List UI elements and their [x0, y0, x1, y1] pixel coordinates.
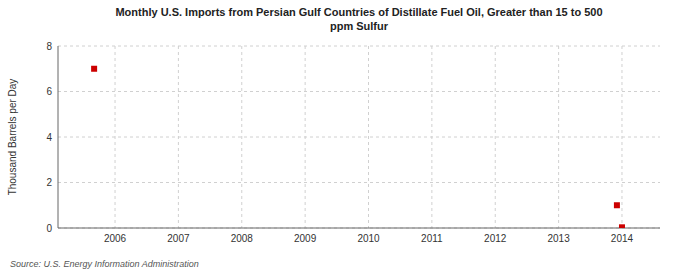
point: [91, 66, 97, 72]
y-grid-line: [58, 137, 660, 138]
x-tick-label: 2006: [104, 233, 127, 244]
point: [614, 202, 620, 208]
title: Monthly U.S. Imports from Persian Gulf C…: [115, 6, 602, 32]
x-tick-label: 2013: [547, 233, 570, 244]
x-tick-label: 2010: [357, 233, 380, 244]
y-tick-label: 8: [46, 41, 52, 52]
x-grid-line: [495, 46, 496, 228]
y-axis-label: Thousand Barrels per Day: [7, 79, 18, 196]
points: [91, 66, 625, 228]
chart-svg: Monthly U.S. Imports from Persian Gulf C…: [0, 0, 675, 275]
grid: [58, 46, 660, 228]
title-line: Monthly U.S. Imports from Persian Gulf C…: [115, 6, 602, 18]
point: [619, 224, 625, 228]
y-grid-line: [58, 46, 660, 47]
x-grid-line: [368, 46, 369, 228]
x-tick-label: 2012: [484, 233, 507, 244]
x-tick-label: 2008: [231, 233, 254, 244]
title-line: ppm Sulfur: [330, 20, 389, 32]
y-axis-line: [58, 46, 59, 228]
chart-container: Monthly U.S. Imports from Persian Gulf C…: [0, 0, 675, 275]
source-note: Source: U.S. Energy Information Administ…: [10, 259, 199, 269]
y-tick-label: 4: [46, 132, 52, 143]
y-tick-label: 6: [46, 86, 52, 97]
y-tick-label: 2: [46, 177, 52, 188]
y-grid-line: [58, 91, 660, 92]
x-tick-label: 2011: [421, 233, 443, 244]
y-grid-line: [58, 228, 660, 229]
x-tick-label: 2009: [294, 233, 317, 244]
y-grid-line: [58, 182, 660, 183]
x-tick-label: 2007: [167, 233, 190, 244]
x-axis-line: [58, 228, 660, 229]
y-tick-label: 0: [46, 223, 52, 234]
x-tick-label: 2014: [611, 233, 634, 244]
x-grid-line: [241, 46, 242, 228]
